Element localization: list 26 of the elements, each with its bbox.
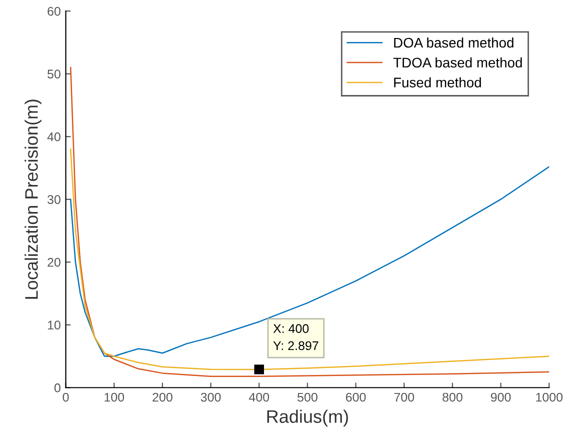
y-tick-label: 50 (48, 70, 60, 78)
x-tick-label: 900 (490, 392, 511, 402)
x-axis-title: Radius(m) (267, 410, 348, 427)
annotation: X: 400 Y: 2.897 (273, 324, 318, 350)
y-tick-label: 10 (48, 320, 60, 330)
x-tick-label: 800 (442, 392, 462, 402)
x-tick-label: 300 (200, 392, 221, 402)
x-tick-label: 100 (104, 392, 124, 402)
x-tick-label: 600 (346, 392, 366, 402)
legend-label: Fused method (394, 77, 481, 88)
x-tick-label: 700 (394, 392, 414, 402)
line-series (70, 166, 550, 357)
x-tick-label: 0 (62, 392, 69, 402)
x-tick-label: 1000 (536, 392, 563, 402)
y-tick-label: 0 (54, 383, 60, 392)
x-tick-label: 200 (152, 392, 172, 402)
legend-label: TDOA based method (393, 57, 522, 68)
y-axis-title: Localization Precision(m) (24, 100, 42, 299)
y-tick-label: 40 (47, 132, 60, 142)
y-tick-label: 30 (47, 195, 60, 204)
legend-label: DOA based method (394, 37, 514, 48)
y-tick-label: 60 (48, 6, 60, 16)
x-tick-label: 500 (298, 392, 318, 402)
x-tick-label: 400 (248, 392, 270, 402)
y-tick-label: 20 (48, 258, 60, 267)
line-series (70, 66, 550, 377)
